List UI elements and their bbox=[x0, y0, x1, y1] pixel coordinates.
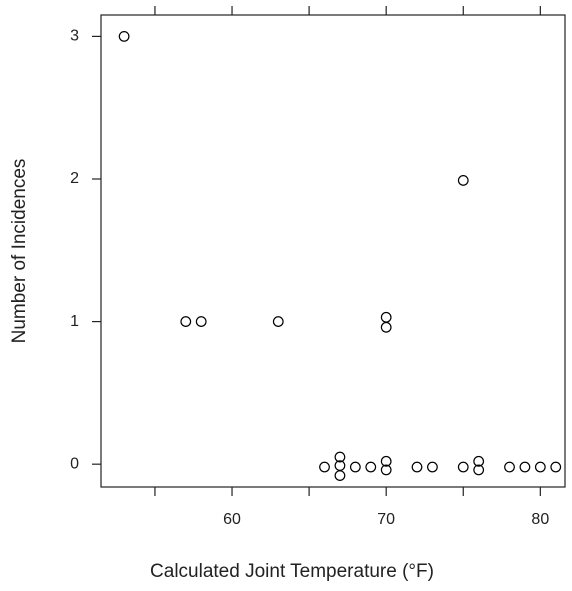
point bbox=[550, 461, 562, 473]
point bbox=[457, 461, 469, 473]
point bbox=[319, 461, 330, 473]
point bbox=[519, 461, 531, 473]
point bbox=[380, 455, 392, 467]
point bbox=[380, 321, 392, 333]
point bbox=[380, 464, 392, 476]
point bbox=[349, 461, 361, 473]
point bbox=[473, 464, 485, 476]
x-tick-label: 60 bbox=[223, 511, 241, 528]
x-axis-label: Calculated Joint Temperature (°F) bbox=[150, 561, 434, 582]
point bbox=[334, 451, 346, 463]
point bbox=[380, 311, 392, 323]
x-tick-label: 70 bbox=[377, 511, 395, 528]
point bbox=[427, 461, 438, 473]
point bbox=[118, 30, 130, 42]
point bbox=[504, 461, 515, 473]
plot-frame bbox=[100, 14, 566, 488]
point bbox=[365, 461, 377, 473]
y-tick-label: 3 bbox=[70, 28, 79, 45]
point bbox=[334, 470, 346, 481]
y-tick-label: 0 bbox=[70, 455, 79, 472]
point bbox=[411, 461, 423, 473]
x-tick-label: 80 bbox=[531, 511, 549, 528]
point bbox=[457, 175, 469, 186]
y-tick-label: 1 bbox=[70, 313, 79, 330]
point bbox=[534, 461, 546, 473]
y-axis-label: Number of Incidences bbox=[9, 159, 30, 344]
y-tick-label: 2 bbox=[70, 170, 79, 187]
point bbox=[272, 316, 284, 327]
point bbox=[180, 316, 192, 327]
point bbox=[195, 316, 207, 327]
point bbox=[473, 455, 485, 467]
